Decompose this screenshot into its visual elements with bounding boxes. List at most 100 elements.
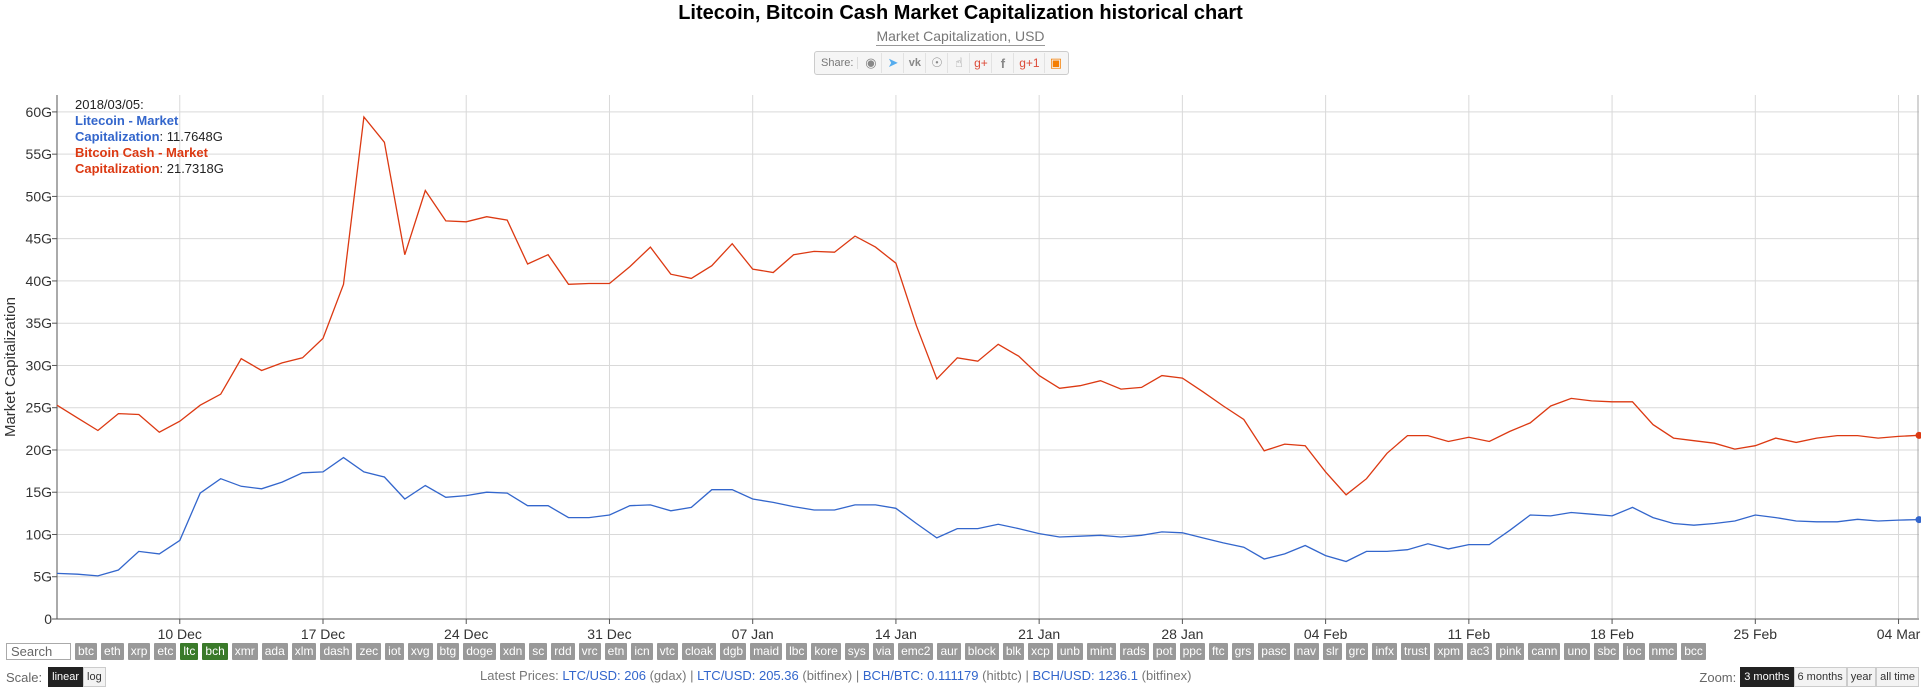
scale-log-button[interactable]: log <box>83 667 106 687</box>
ticker-tag-etn[interactable]: etn <box>604 643 628 660</box>
ticker-tag-xlm[interactable]: xlm <box>291 643 317 660</box>
zoom-all-time-button[interactable]: all time <box>1876 667 1919 687</box>
ticker-tag-via[interactable]: via <box>872 643 895 660</box>
ticker-tag-mint[interactable]: mint <box>1086 643 1116 660</box>
chart-canvas[interactable]: 0 5G 10G 15G 20G 25G 30G 35G 40G 45G 50G 55G 60G 10 D… <box>0 0 1921 640</box>
price-2[interactable]: LTC/USD: 205.36 <box>697 668 799 683</box>
ticker-tag-icn[interactable]: icn <box>631 643 653 660</box>
ticker-tag-etc[interactable]: etc <box>154 643 177 660</box>
x-tick-label: 11 Feb <box>1448 626 1491 640</box>
twitter-icon[interactable]: ➤ <box>882 53 905 73</box>
ticker-tag-infx[interactable]: infx <box>1372 643 1398 660</box>
series-end-marker-bitcoin-cash <box>1915 431 1921 439</box>
x-tick-label: 28 Jan <box>1161 626 1203 640</box>
ticker-tag-xvg[interactable]: xvg <box>407 643 433 660</box>
ticker-tag-nmc[interactable]: nmc <box>1648 643 1678 660</box>
ticker-tag-bch[interactable]: bch <box>202 643 228 660</box>
google-plus-one-icon[interactable]: g+1 <box>1014 53 1046 73</box>
ticker-tag-sc[interactable]: sc <box>529 643 548 660</box>
ticker-tag-aur[interactable]: aur <box>937 643 961 660</box>
google-plus-icon[interactable]: g+ <box>970 53 993 73</box>
ticker-tag-uno[interactable]: uno <box>1564 643 1591 660</box>
ticker-tag-xrp[interactable]: xrp <box>127 643 151 660</box>
ticker-tag-nav[interactable]: nav <box>1293 643 1319 660</box>
ticker-tag-cloak[interactable]: cloak <box>682 643 717 660</box>
ticker-tag-grc[interactable]: grc <box>1345 643 1369 660</box>
ticker-tag-block[interactable]: block <box>964 643 999 660</box>
y-tick-label: 55G <box>26 146 52 162</box>
ticker-list: btc eth xrp etc ltc bch xmr ada xlm dash zec iot xvg… <box>75 643 1710 660</box>
ticker-tag-dash[interactable]: dash <box>320 643 353 660</box>
ticker-tag-vtc[interactable]: vtc <box>656 643 679 660</box>
x-tick-label: 04 Feb <box>1304 626 1348 640</box>
vk-icon[interactable]: vk <box>904 53 927 73</box>
blogger-icon[interactable]: ▣ <box>1049 55 1063 70</box>
ticker-tag-xpm[interactable]: xpm <box>1434 643 1464 660</box>
y-tick-label: 35G <box>26 315 52 331</box>
ticker-tag-zec[interactable]: zec <box>356 643 382 660</box>
ticker-tag-xmr[interactable]: xmr <box>231 643 258 660</box>
scale-linear-button[interactable]: linear <box>48 667 84 687</box>
zoom-control: Zoom: 3 months 6 months year all time <box>1699 667 1919 687</box>
ticker-tag-kore[interactable]: kore <box>811 643 841 660</box>
ticker-tag-btg[interactable]: btg <box>436 643 460 660</box>
tooltip-bch-label-2: Capitalization <box>75 161 160 176</box>
chart-axes: 0 5G 10G 15G 20G 25G 30G 35G 40G 45G 50G 55G 60G 10 D… <box>26 95 1921 640</box>
price-1[interactable]: LTC/USD: 206 <box>562 668 646 683</box>
reddit-icon[interactable]: ◉ <box>860 53 883 73</box>
ticker-tag-maid[interactable]: maid <box>750 643 783 660</box>
price-4-source: (bitfinex) <box>1141 668 1192 683</box>
ticker-tag-emc2[interactable]: emc2 <box>898 643 934 660</box>
price-3-source: (hitbtc) <box>982 668 1022 683</box>
latest-prices: Latest Prices: LTC/USD: 206 (gdax) | LTC… <box>480 668 1191 683</box>
price-4[interactable]: BCH/USD: 1236.1 <box>1032 668 1138 683</box>
ticker-tag-ioc[interactable]: ioc <box>1623 643 1645 660</box>
y-tick-label: 45G <box>26 231 52 247</box>
ticker-tag-trust[interactable]: trust <box>1401 643 1431 660</box>
ticker-tag-unb[interactable]: unb <box>1056 643 1083 660</box>
ticker-tag-rads[interactable]: rads <box>1119 643 1149 660</box>
y-tick-label: 0 <box>44 611 52 627</box>
bottom-bar: Scale: linear log Latest Prices: LTC/USD… <box>0 667 1921 687</box>
chart-subtitle[interactable]: Market Capitalization, USD <box>0 28 1921 46</box>
ticker-tag-lbc[interactable]: lbc <box>786 643 808 660</box>
ticker-tag-grs[interactable]: grs <box>1231 643 1255 660</box>
ticker-tag-rdd[interactable]: rdd <box>551 643 575 660</box>
zoom-3-months-button[interactable]: 3 months <box>1740 667 1794 687</box>
share-label: Share: <box>817 57 859 69</box>
ticker-tag-doge[interactable]: doge <box>463 643 496 660</box>
ticker-tag-btc[interactable]: btc <box>75 643 98 660</box>
price-2-source: (bitfinex) <box>802 668 853 683</box>
ticker-tag-ftc[interactable]: ftc <box>1208 643 1228 660</box>
like-icon[interactable]: ☝ <box>948 53 971 73</box>
ticker-tag-ada[interactable]: ada <box>261 643 288 660</box>
search-input[interactable]: Search <box>6 643 71 660</box>
weibo-icon[interactable]: ☉ <box>926 53 949 73</box>
tooltip-ltc-value: : 11.7648G <box>159 129 223 144</box>
ticker-tag-slr[interactable]: slr <box>1323 643 1342 660</box>
zoom-year-button[interactable]: year <box>1846 667 1877 687</box>
ticker-tag-xcp[interactable]: xcp <box>1028 643 1053 660</box>
price-3[interactable]: BCH/BTC: 0.111179 <box>862 668 979 683</box>
subtitle-link[interactable]: Market Capitalization, USD <box>876 28 1045 46</box>
ticker-tag-xdn[interactable]: xdn <box>499 643 526 660</box>
chart-grid <box>57 95 1919 620</box>
ticker-tag-bcc[interactable]: bcc <box>1681 643 1706 660</box>
ticker-tag-dgb[interactable]: dgb <box>720 643 747 660</box>
ticker-tag-iot[interactable]: iot <box>385 643 404 660</box>
ticker-tag-vrc[interactable]: vrc <box>578 643 601 660</box>
ticker-tag-pasc[interactable]: pasc <box>1258 643 1290 660</box>
ticker-tag-ltc[interactable]: ltc <box>180 643 199 660</box>
ticker-tag-cann[interactable]: cann <box>1528 643 1561 660</box>
facebook-icon[interactable]: f <box>992 53 1015 73</box>
ticker-tag-sys[interactable]: sys <box>844 643 869 660</box>
x-tick-label: 10 Dec <box>158 626 202 640</box>
ticker-tag-sbc[interactable]: sbc <box>1594 643 1620 660</box>
ticker-tag-ac3[interactable]: ac3 <box>1467 643 1493 660</box>
ticker-tag-eth[interactable]: eth <box>101 643 124 660</box>
ticker-tag-pink[interactable]: pink <box>1496 643 1525 660</box>
ticker-tag-pot[interactable]: pot <box>1152 643 1176 660</box>
ticker-tag-ppc[interactable]: ppc <box>1179 643 1205 660</box>
zoom-6-months-button[interactable]: 6 months <box>1793 667 1847 687</box>
ticker-tag-blk[interactable]: blk <box>1002 643 1025 660</box>
